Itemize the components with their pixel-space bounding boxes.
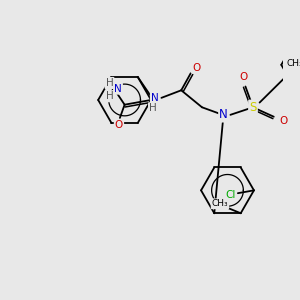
Text: CH₃: CH₃ xyxy=(212,199,228,208)
Text: H: H xyxy=(106,78,113,88)
Text: N: N xyxy=(151,93,159,103)
Text: O: O xyxy=(279,116,287,125)
Text: O: O xyxy=(192,63,200,73)
Text: N: N xyxy=(219,108,228,121)
Text: O: O xyxy=(115,121,123,130)
Text: N: N xyxy=(114,84,122,94)
Text: Cl: Cl xyxy=(225,190,236,200)
Text: S: S xyxy=(249,101,257,114)
Text: CH₃: CH₃ xyxy=(286,59,300,68)
Text: O: O xyxy=(239,72,248,82)
Text: H: H xyxy=(106,91,113,101)
Text: H: H xyxy=(149,103,157,113)
